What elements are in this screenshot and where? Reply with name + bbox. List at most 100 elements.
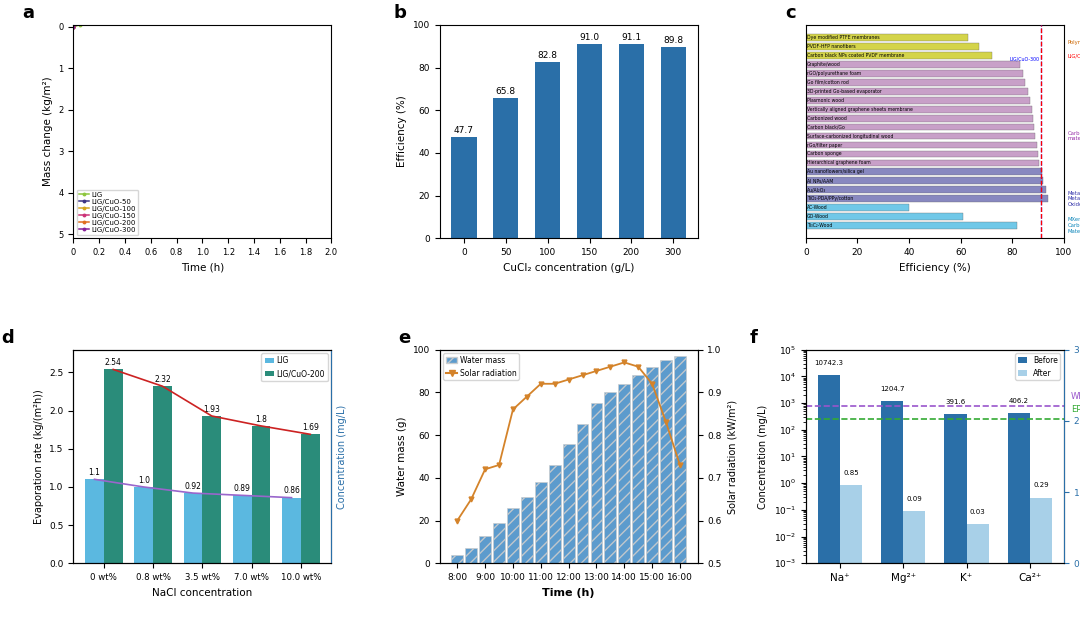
Bar <box>840 485 862 619</box>
Bar <box>806 35 969 41</box>
Bar <box>967 524 988 619</box>
Bar <box>494 98 518 238</box>
Bar <box>806 132 1036 139</box>
Bar <box>632 375 644 563</box>
Bar <box>507 508 518 563</box>
Bar <box>451 555 463 563</box>
Text: Au nanoflowers/silica gel: Au nanoflowers/silica gel <box>807 170 864 175</box>
Text: Carbon
materials: Carbon materials <box>1068 131 1080 142</box>
Text: Plasmonic wood: Plasmonic wood <box>807 98 845 103</box>
LIG/CuO-100 <box>86 11 99 19</box>
Bar <box>806 160 1039 167</box>
Text: 1204.7: 1204.7 <box>880 386 904 392</box>
Bar <box>535 61 561 238</box>
Text: 2.32: 2.32 <box>154 375 171 384</box>
LIG/CuO-150 <box>93 6 106 14</box>
LIG/CuO-100 <box>106 0 119 7</box>
Text: Polymers: Polymers <box>1068 40 1080 45</box>
LIG/CuO-50 <box>86 12 99 20</box>
Bar <box>903 511 926 619</box>
Bar <box>233 495 252 563</box>
Bar <box>104 370 123 563</box>
LIG/CuO-50 <box>93 9 106 16</box>
LIG/CuO-300 <box>86 7 99 15</box>
Bar <box>674 356 686 563</box>
Bar <box>1030 498 1052 619</box>
Bar <box>806 53 991 59</box>
Bar <box>252 426 270 563</box>
Bar <box>806 186 1045 193</box>
Bar <box>563 444 575 563</box>
LIG <box>138 0 151 7</box>
Y-axis label: Concentration (mg/L): Concentration (mg/L) <box>758 404 768 509</box>
X-axis label: Efficiency (%): Efficiency (%) <box>899 262 971 273</box>
LIG <box>112 8 125 15</box>
Text: Go film/cotton rod: Go film/cotton rod <box>807 80 849 85</box>
LIG/CuO-200 <box>67 23 80 30</box>
Text: PVDF-HFP nanofibers: PVDF-HFP nanofibers <box>807 44 855 50</box>
LIG/CuO-100 <box>67 23 80 30</box>
Bar <box>806 61 1020 68</box>
Bar <box>806 195 1049 202</box>
Text: 10742.3: 10742.3 <box>814 360 843 366</box>
Bar <box>806 124 1035 131</box>
Text: 0.09: 0.09 <box>906 496 922 502</box>
LIG/CuO-300 <box>93 2 106 10</box>
Text: Hierarchical graphene foam: Hierarchical graphene foam <box>807 160 870 165</box>
Text: Carbonized wood: Carbonized wood <box>807 116 847 121</box>
Text: rGO/polyurethane foam: rGO/polyurethane foam <box>807 71 862 76</box>
LIG/CuO-50 <box>106 2 119 9</box>
Text: 3D-printed Go-based evaporator: 3D-printed Go-based evaporator <box>807 89 882 94</box>
Text: MXene
Carbon
Materials: MXene Carbon Materials <box>1068 217 1080 234</box>
X-axis label: NaCl concentration: NaCl concentration <box>152 587 253 597</box>
Text: Carbon sponge: Carbon sponge <box>807 152 841 157</box>
Bar <box>818 376 840 619</box>
X-axis label: Time (h): Time (h) <box>542 587 595 597</box>
Bar <box>660 360 672 563</box>
Legend: LIG, LIG/CuO-50, LIG/CuO-100, LIG/CuO-150, LIG/CuO-200, LIG/CuO-300: LIG, LIG/CuO-50, LIG/CuO-100, LIG/CuO-15… <box>77 189 138 235</box>
LIG/CuO-300 <box>99 0 112 5</box>
X-axis label: Time (h): Time (h) <box>180 262 224 273</box>
Y-axis label: Solar radiation (kW/m²): Solar radiation (kW/m²) <box>727 399 738 514</box>
Text: 0.92: 0.92 <box>185 482 202 491</box>
Text: Graphite/wood: Graphite/wood <box>807 62 841 67</box>
Bar <box>535 482 546 563</box>
Text: TiO₂-PDA/PPy/cotton: TiO₂-PDA/PPy/cotton <box>807 196 853 201</box>
Bar <box>184 493 202 563</box>
Bar <box>451 137 476 238</box>
Text: 0.85: 0.85 <box>843 470 859 476</box>
Bar <box>806 150 1038 157</box>
X-axis label: CuCl₂ concentration (g/L): CuCl₂ concentration (g/L) <box>503 262 634 273</box>
LIG/CuO-100 <box>112 0 125 3</box>
Text: Al NPs/AAM: Al NPs/AAM <box>807 178 834 183</box>
LIG <box>145 0 158 5</box>
LIG <box>67 23 80 30</box>
Text: 2.54: 2.54 <box>105 358 122 367</box>
LIG <box>106 11 119 18</box>
Text: 1.1: 1.1 <box>89 468 100 477</box>
LIG/CuO-50 <box>80 16 93 24</box>
Bar <box>577 44 603 238</box>
Text: 406.2: 406.2 <box>1009 398 1029 404</box>
Text: Vertically aligned graphene sheets membrane: Vertically aligned graphene sheets membr… <box>807 107 913 112</box>
LIG/CuO-150 <box>67 23 80 30</box>
Line: LIG/CuO-200: LIG/CuO-200 <box>71 0 334 28</box>
Bar <box>806 168 1042 175</box>
LIG/CuO-200 <box>93 6 106 13</box>
Text: 1.69: 1.69 <box>301 423 319 432</box>
Text: Dye modified PTFE membranes: Dye modified PTFE membranes <box>807 35 880 40</box>
LIG <box>93 15 106 22</box>
Line: LIG/CuO-100: LIG/CuO-100 <box>71 0 334 28</box>
LIG/CuO-300 <box>80 13 93 20</box>
Text: Au/Al₂O₃: Au/Al₂O₃ <box>807 187 826 192</box>
Text: AC-Wood: AC-Wood <box>807 205 827 210</box>
LIG/CuO-300 <box>73 18 86 25</box>
Line: LIG/CuO-150: LIG/CuO-150 <box>71 0 334 28</box>
Text: f: f <box>750 329 757 347</box>
LIG/CuO-50 <box>119 0 132 2</box>
Bar <box>646 366 658 563</box>
Bar <box>619 384 631 563</box>
Text: Carbon black NPs coated PVDF membrane: Carbon black NPs coated PVDF membrane <box>807 53 905 58</box>
Text: rGo/filter paper: rGo/filter paper <box>807 142 842 147</box>
LIG <box>119 6 132 14</box>
